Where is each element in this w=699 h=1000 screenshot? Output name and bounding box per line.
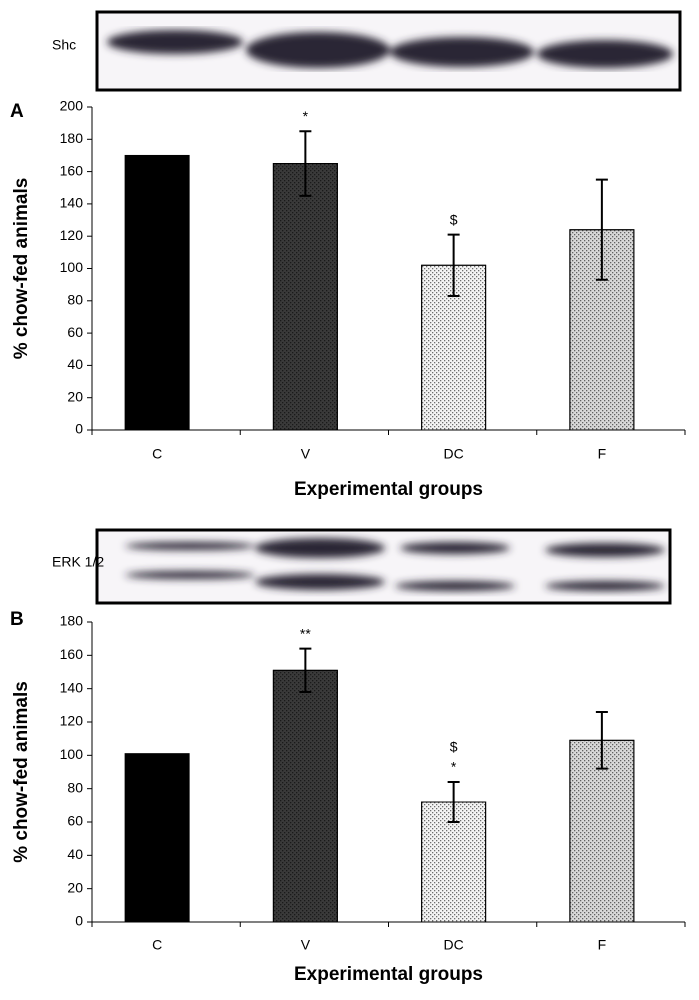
y-tick-label: 20 xyxy=(67,388,83,404)
error-bar xyxy=(447,781,460,823)
x-tick-label: DC xyxy=(444,937,464,953)
y-tick-label: 180 xyxy=(60,130,84,146)
y-tick-label: 60 xyxy=(67,813,83,829)
bar-pattern xyxy=(272,163,338,431)
y-tick-label: 120 xyxy=(60,713,84,729)
panel-label: A xyxy=(10,101,24,122)
x-tick-label: DC xyxy=(444,446,464,462)
significance-mark: $ xyxy=(450,211,458,227)
significance-mark: ** xyxy=(300,625,311,641)
bar-pattern xyxy=(569,739,635,923)
bar xyxy=(124,753,190,923)
x-tick-label: F xyxy=(598,937,607,953)
y-tick-label: 80 xyxy=(67,292,83,308)
blot-label: ERK 1/2 xyxy=(52,554,104,570)
x-tick-label: V xyxy=(301,446,311,462)
x-tick-label: C xyxy=(152,446,162,462)
x-tick-label: F xyxy=(598,446,607,462)
y-axis-label: % chow-fed animals xyxy=(11,681,32,863)
x-axis-label: Experimental groups xyxy=(294,964,483,985)
y-tick-label: 140 xyxy=(60,195,84,211)
blot-a xyxy=(95,10,682,92)
x-axis-label: Experimental groups xyxy=(294,479,483,500)
blot-b xyxy=(95,528,672,605)
panel-label: B xyxy=(10,609,24,630)
y-tick-label: 80 xyxy=(67,779,83,795)
bar-pattern xyxy=(272,669,338,923)
y-axis-label: % chow-fed animals xyxy=(11,178,32,360)
error-bar xyxy=(299,130,312,197)
significance-mark: * xyxy=(451,759,457,775)
y-tick-label: 100 xyxy=(60,746,84,762)
blot-label: Shc xyxy=(52,37,76,53)
error-bar xyxy=(299,647,312,693)
y-tick-label: 120 xyxy=(60,227,84,243)
y-tick-label: 100 xyxy=(60,259,84,275)
y-tick-label: 20 xyxy=(67,879,83,895)
bar xyxy=(124,154,190,431)
y-tick-label: 200 xyxy=(60,98,84,114)
y-tick-label: 140 xyxy=(60,679,84,695)
y-tick-label: 40 xyxy=(67,356,83,372)
y-tick-label: 160 xyxy=(60,162,84,178)
y-tick-label: 60 xyxy=(67,324,83,340)
y-tick-label: 0 xyxy=(75,421,83,437)
significance-mark: * xyxy=(303,108,309,124)
y-tick-label: 180 xyxy=(60,613,84,629)
x-tick-label: V xyxy=(301,937,311,953)
significance-mark: $ xyxy=(450,739,458,755)
error-bar xyxy=(595,178,608,281)
y-tick-label: 40 xyxy=(67,846,83,862)
error-bar xyxy=(447,233,460,297)
y-tick-label: 0 xyxy=(75,913,83,929)
error-bar xyxy=(595,711,608,770)
x-tick-label: C xyxy=(152,937,162,953)
y-tick-label: 160 xyxy=(60,646,84,662)
